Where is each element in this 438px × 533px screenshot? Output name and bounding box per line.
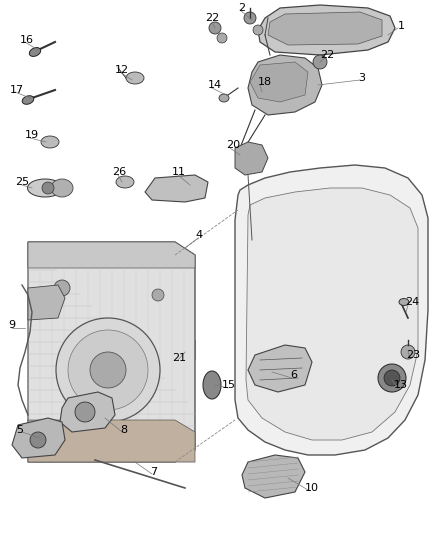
Circle shape — [54, 280, 70, 296]
Text: 23: 23 — [406, 350, 420, 360]
Polygon shape — [178, 340, 195, 365]
Text: 1: 1 — [398, 21, 405, 31]
Circle shape — [90, 352, 126, 388]
Text: 19: 19 — [25, 130, 39, 140]
Ellipse shape — [126, 72, 144, 84]
Ellipse shape — [219, 94, 229, 102]
Text: 12: 12 — [115, 65, 129, 75]
Bar — [258, 88, 270, 98]
Polygon shape — [28, 285, 65, 320]
Ellipse shape — [116, 176, 134, 188]
Polygon shape — [145, 175, 208, 202]
Bar — [128, 335, 183, 383]
Text: 14: 14 — [208, 80, 222, 90]
Polygon shape — [242, 455, 305, 498]
Text: 8: 8 — [120, 425, 127, 435]
Ellipse shape — [28, 179, 63, 197]
Circle shape — [75, 402, 95, 422]
Ellipse shape — [22, 96, 34, 104]
Circle shape — [152, 289, 164, 301]
Polygon shape — [250, 62, 308, 102]
Circle shape — [68, 330, 148, 410]
Circle shape — [271, 71, 299, 99]
Text: 2: 2 — [238, 3, 245, 13]
Ellipse shape — [29, 47, 41, 56]
Polygon shape — [246, 188, 418, 440]
Circle shape — [313, 55, 327, 69]
Circle shape — [244, 12, 256, 24]
Text: 20: 20 — [226, 140, 240, 150]
Polygon shape — [60, 392, 115, 432]
Text: 15: 15 — [222, 380, 236, 390]
Circle shape — [384, 370, 400, 386]
Text: 4: 4 — [195, 230, 202, 240]
Polygon shape — [28, 242, 195, 268]
Polygon shape — [258, 5, 395, 55]
Text: 24: 24 — [405, 297, 419, 307]
Text: 18: 18 — [258, 77, 272, 87]
Circle shape — [42, 182, 54, 194]
Polygon shape — [28, 420, 195, 462]
Polygon shape — [248, 55, 322, 115]
Ellipse shape — [51, 179, 73, 197]
Text: 5: 5 — [16, 425, 23, 435]
Text: 16: 16 — [20, 35, 34, 45]
Circle shape — [401, 345, 415, 359]
Circle shape — [217, 33, 227, 43]
Text: 6: 6 — [290, 370, 297, 380]
Circle shape — [40, 443, 50, 453]
Polygon shape — [235, 142, 268, 175]
Circle shape — [30, 432, 46, 448]
Circle shape — [378, 364, 406, 392]
Polygon shape — [28, 242, 195, 462]
Ellipse shape — [399, 298, 409, 305]
Circle shape — [56, 318, 160, 422]
Polygon shape — [268, 12, 382, 45]
Ellipse shape — [203, 371, 221, 399]
Text: 22: 22 — [320, 50, 334, 60]
Text: 22: 22 — [205, 13, 219, 23]
Text: 10: 10 — [305, 483, 319, 493]
Text: 17: 17 — [10, 85, 24, 95]
Polygon shape — [248, 345, 312, 392]
Circle shape — [253, 25, 263, 35]
Text: 26: 26 — [112, 167, 126, 177]
Polygon shape — [12, 418, 65, 458]
Circle shape — [165, 445, 175, 455]
Ellipse shape — [41, 136, 59, 148]
Text: 11: 11 — [172, 167, 186, 177]
Circle shape — [209, 22, 221, 34]
Text: 13: 13 — [394, 380, 408, 390]
Polygon shape — [235, 165, 428, 455]
Text: 3: 3 — [358, 73, 365, 83]
Text: 9: 9 — [8, 320, 15, 330]
Text: 25: 25 — [15, 177, 29, 187]
Text: 7: 7 — [150, 467, 157, 477]
Text: 21: 21 — [172, 353, 186, 363]
